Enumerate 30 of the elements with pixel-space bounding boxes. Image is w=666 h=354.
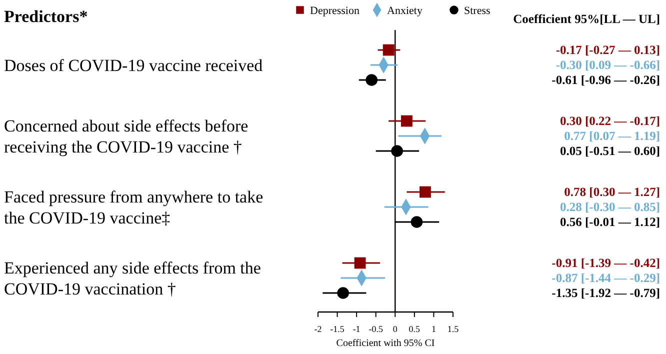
x-tick-label: 1 [431,324,436,334]
x-tick-label: -0.5 [368,324,384,334]
text: 0.05 [-0.51 — 0.60] [560,144,660,158]
text: 0.77 [0.07 — 1.19] [564,129,660,143]
text: Coefficient 95%[LL — UL] [513,12,660,26]
text: 0.30 [0.22 — -0.17] [560,114,660,128]
text: -0.91 [-1.39 — -0.42] [552,256,660,270]
y-tick-label: Doses of COVID-19 vaccine received [4,56,264,75]
text: 0.28 [-0.30 — 0.85] [560,200,660,214]
x-tick-label: -1.5 [330,324,345,334]
legend-label: Depression [310,5,360,17]
x-tick-label: -1 [352,324,360,334]
x-tick-label: 1.5 [447,324,460,334]
text: -1.35 [-1.92 — -0.79] [552,286,660,300]
text: -0.61 [-0.96 — -0.26] [552,73,660,87]
x-tick-label: 0 [392,324,398,334]
y-tick-label: Experienced any side effects from the COVID-19 vaccination † [4,258,261,298]
legend-label: Stress [464,5,490,17]
x-tick-label: 0.5 [408,324,421,334]
text: -0.30 [0.09 — -0.66] [556,58,660,72]
text: 0.78 [0.30 — 1.27] [564,185,660,199]
x-axis-title: Coefficient with 95% CI [336,338,435,349]
x-tick-label: -2 [314,324,322,334]
y-tick-label: Concerned about side effects before receiving the COVID-19 vaccine † [4,116,248,156]
y-tick-label: Faced pressure from anywhere to take the COVID-19 vaccine‡ [4,188,264,228]
y-axis-title: Predictors* [4,7,88,26]
text: -0.87 [-1.44 — -0.29] [552,271,660,285]
legend-label: Anxiety [387,5,423,17]
text: 0.56 [-0.01 — 1.12] [560,215,660,229]
text: -0.17 [-0.27 — 0.13] [556,43,660,57]
